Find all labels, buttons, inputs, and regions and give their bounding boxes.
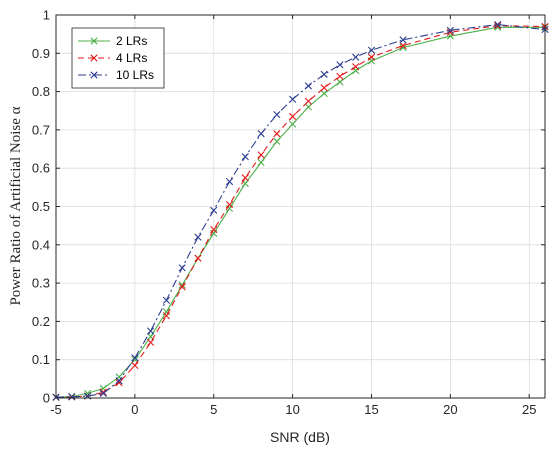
point-marker-10-lrs xyxy=(241,153,249,161)
point-marker-10-lrs xyxy=(210,206,218,214)
x-tick-label: 5 xyxy=(210,402,217,417)
point-marker-4-lrs xyxy=(210,225,218,234)
point-marker-10-lrs xyxy=(131,354,139,362)
series-group xyxy=(52,20,549,401)
y-axis-label: Power Ratio of Artificial Noise α xyxy=(8,106,24,305)
legend-marker-10-lrs xyxy=(90,71,98,79)
point-marker-4-lrs xyxy=(336,72,344,80)
point-marker-4-lrs xyxy=(273,130,281,138)
point-marker-2-lrs xyxy=(289,120,297,128)
point-marker-10-lrs xyxy=(320,70,328,78)
point-marker-10-lrs xyxy=(99,389,107,397)
point-marker-4-lrs xyxy=(367,53,376,61)
x-tick-label: 10 xyxy=(285,402,299,417)
point-marker-10-lrs xyxy=(304,82,312,90)
point-marker-4-lrs xyxy=(241,174,249,182)
point-marker-4-lrs xyxy=(178,283,186,291)
x-tick-label: -5 xyxy=(50,402,62,417)
point-marker-10-lrs xyxy=(194,233,202,241)
legend-label-2-lrs: 2 LRs xyxy=(116,34,147,48)
point-marker-2-lrs xyxy=(257,158,265,167)
point-marker-4-lrs xyxy=(162,312,171,320)
point-marker-4-lrs xyxy=(131,361,139,370)
point-marker-10-lrs xyxy=(178,264,186,272)
y-tick-labels: 0 0.1 0.2 0.3 0.4 0.5 0.6 0.7 0.8 0.9 1 xyxy=(32,8,50,406)
point-marker-10-lrs xyxy=(399,36,407,44)
point-marker-10-lrs xyxy=(273,110,281,119)
ticks xyxy=(55,14,545,399)
point-marker-10-lrs xyxy=(352,53,360,61)
y-tick-label: 0.3 xyxy=(32,276,50,291)
point-marker-10-lrs xyxy=(367,46,376,54)
x-tick-label: 0 xyxy=(131,402,138,417)
y-tick-label: 0 xyxy=(43,391,50,406)
y-tick-label: 0.7 xyxy=(32,122,50,137)
point-marker-4-lrs xyxy=(257,151,265,159)
y-tick-label: 0.9 xyxy=(32,46,50,61)
point-marker-10-lrs xyxy=(68,393,76,401)
legend-label-4-lrs: 4 LRs xyxy=(116,51,147,65)
point-marker-4-lrs xyxy=(99,388,107,396)
y-tick-label: 0.2 xyxy=(32,314,50,329)
point-marker-10-lrs xyxy=(147,327,155,335)
point-marker-10-lrs xyxy=(336,61,344,69)
y-tick-label: 0.8 xyxy=(32,84,50,99)
point-marker-2-lrs xyxy=(320,89,328,98)
y-tick-label: 0.5 xyxy=(32,199,50,214)
point-marker-4-lrs xyxy=(304,97,312,105)
point-marker-10-lrs xyxy=(115,377,123,385)
point-marker-4-lrs xyxy=(225,200,234,209)
x-tick-label: 25 xyxy=(522,402,536,417)
point-marker-2-lrs xyxy=(336,78,344,86)
y-tick-label: 0.4 xyxy=(32,237,50,252)
y-tick-label: 0.1 xyxy=(32,352,50,367)
point-marker-4-lrs xyxy=(352,63,360,71)
x-tick-label: 20 xyxy=(443,402,457,417)
point-marker-2-lrs xyxy=(304,103,312,111)
point-marker-10-lrs xyxy=(225,178,234,186)
legend-label-10-lrs: 10 LRs xyxy=(116,68,154,82)
point-marker-4-lrs xyxy=(494,22,502,30)
legend: 2 LRs 4 LRs 10 LRs xyxy=(71,27,165,89)
x-tick-labels: -5 0 5 10 15 20 25 xyxy=(50,402,536,417)
y-tick-label: 0.6 xyxy=(32,161,50,176)
point-marker-4-lrs xyxy=(147,338,155,347)
point-marker-4-lrs xyxy=(194,254,202,262)
x-tick-label: 15 xyxy=(364,402,378,417)
point-marker-10-lrs xyxy=(446,26,454,34)
point-marker-4-lrs xyxy=(115,379,123,387)
legend-marker-4-lrs xyxy=(90,54,98,62)
point-marker-10-lrs xyxy=(289,95,297,103)
point-marker-2-lrs xyxy=(399,43,407,52)
y-tick-label: 1 xyxy=(43,8,50,23)
point-marker-4-lrs xyxy=(320,84,328,92)
legend-box xyxy=(71,27,165,89)
point-marker-2-lrs xyxy=(273,137,281,145)
point-marker-10-lrs xyxy=(162,296,171,304)
point-marker-10-lrs xyxy=(494,20,502,29)
point-marker-4-lrs xyxy=(289,112,297,121)
point-marker-10-lrs xyxy=(257,130,265,138)
x-axis-label: SNR (dB) xyxy=(270,429,330,445)
legend-marker-2-lrs xyxy=(90,37,98,45)
point-marker-4-lrs xyxy=(399,42,407,50)
